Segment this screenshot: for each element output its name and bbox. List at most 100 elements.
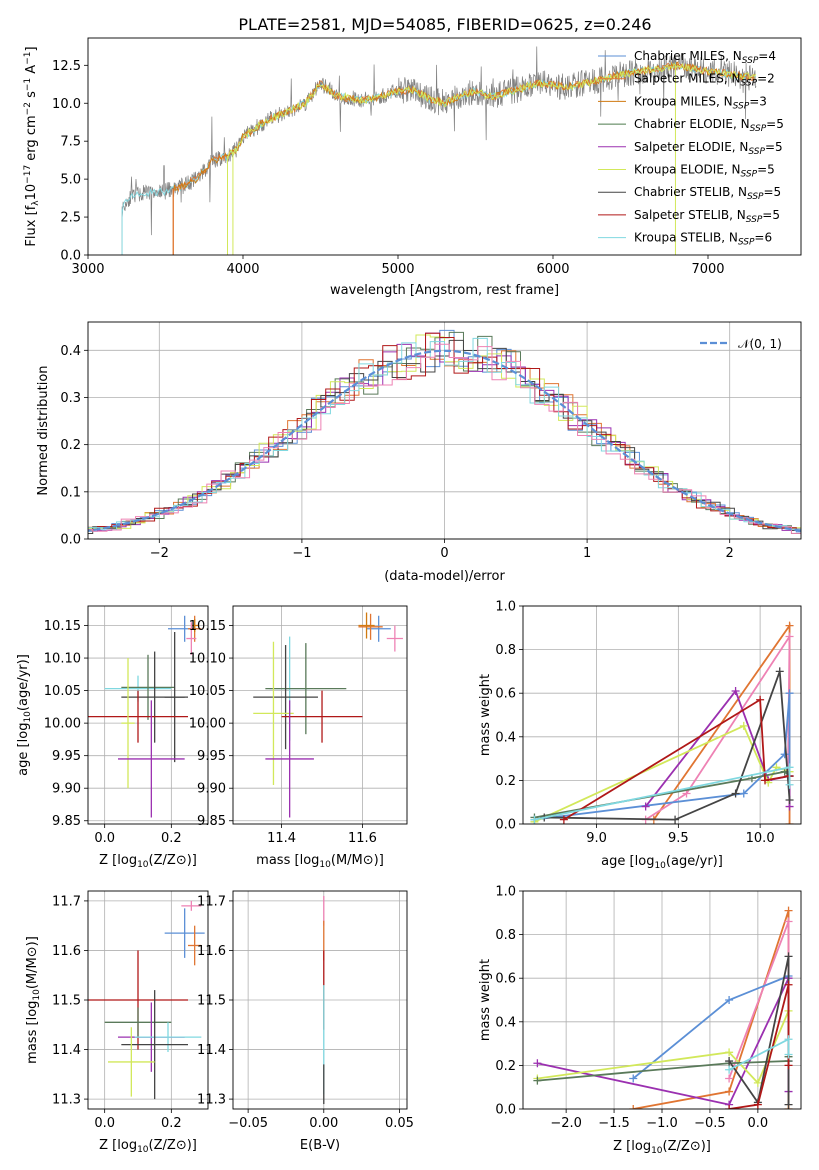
x-tick-label: 11.4 [267,831,296,846]
y-tick-label: 11.3 [197,1093,226,1108]
y-tick-label: 11.6 [197,944,226,959]
legend-label: Salpeter ELODIE, NSSP=5 [634,140,783,157]
y-tick-label: 11.5 [52,994,81,1009]
errorbar-point [181,900,202,911]
mass-vs-Z-xlabel: Z [log10(Z/Z⊙)] [99,1138,197,1155]
x-tick-label: −2.0 [550,1116,582,1131]
plus-marker [739,721,748,730]
y-tick-label: 0.0 [495,1103,516,1118]
x-tick-label: 9.5 [668,831,689,846]
plus-marker [641,802,650,811]
plus-marker [725,1048,734,1057]
plus-marker [533,1059,542,1068]
plus-marker [533,1076,542,1085]
errorbar-point [88,690,188,743]
y-tick-label: 11.6 [52,944,81,959]
age-vs-mass-frame [232,605,408,825]
errorbar-point [134,1022,202,1053]
y-tick-label: 2.5 [60,211,81,226]
legend-label: Chabrier STELIB, NSSP=5 [634,185,781,202]
weight-line [563,698,790,821]
weight-vs-age-axes: 9.0 9.5 10.0 0.0 0.2 0.4 0.6 0.8 1.0 [495,600,801,846]
errorbar-point [118,700,185,818]
age-vs-Z-points [88,615,202,818]
y-tick-label: 11.7 [197,894,226,909]
residual-xlabel: (data-model)/error [384,569,505,584]
y-tick-label: 0.2 [495,774,516,789]
y-tick-label: 0.0 [60,249,81,264]
residual-legend: 𝒩(0, 1) [700,337,782,351]
plus-marker [530,815,539,824]
errorbar-point [253,645,318,750]
age-vs-mass-xlabel: mass [log10(M/M⊙)] [256,853,384,870]
y-tick-label: 0.0 [495,818,516,833]
age-vs-Z-axes: 0.0 0.2 9.85 9.90 9.95 10.00 10.05 10.10 10.15 [44,606,208,846]
plus-marker [780,750,789,759]
y-tick-label: 0.2 [60,438,81,453]
plus-marker [725,1057,734,1066]
x-tick-label: 10.0 [746,831,775,846]
y-tick-label: 12.5 [52,59,81,74]
y-tick-label: 10.15 [189,619,226,634]
x-tick-label: 4000 [226,262,259,277]
mass-vs-EBV-grid [233,891,407,1109]
y-tick-label: 1.0 [495,885,516,900]
weight-vs-age-series [530,621,794,824]
y-tick-label: 0.1 [60,485,81,500]
errorbar-point [186,622,197,655]
plus-marker [784,1061,793,1070]
plus-marker [559,815,568,824]
x-tick-label: −0.5 [694,1116,726,1131]
x-tick-label: 5000 [381,262,414,277]
weight-vs-Z-xlabel: Z [log10(Z/Z⊙)] [613,1139,711,1156]
age-vs-mass-axes: 11.4 11.6 9.85 9.90 9.95 10.00 10.05 10.10 10.15 [189,606,407,846]
errorbar-point [358,613,383,640]
x-tick-label: 0.00 [309,1116,338,1131]
weight-vs-age-xlabel: age [log10(age/yr)] [601,854,723,871]
y-tick-label: 10.10 [44,652,81,667]
plus-marker [785,689,794,698]
x-tick-label: 3000 [71,262,104,277]
plus-marker [629,1105,638,1109]
plus-marker [753,1078,762,1087]
errorbar-point [164,908,205,958]
errorbar-point [281,690,363,743]
weight-vs-age-grid [523,605,801,825]
errorbar-point [386,625,403,652]
x-tick-label: 1 [583,546,591,561]
plus-marker [725,996,734,1004]
weight-line [534,766,791,821]
model-spectrum [227,62,757,255]
legend-label: Chabrier ELODIE, NSSP=5 [634,117,784,134]
legend-label: Chabrier MILES, NSSP=4 [634,49,776,66]
age-vs-Z-frame [87,605,209,825]
errorbar-point [108,1027,155,1097]
plus-marker [785,632,794,641]
y-tick-label: 0.4 [495,1015,516,1030]
mass-vs-Z-points [88,900,205,1100]
y-tick-label: 9.85 [197,814,226,829]
x-tick-label: 7000 [691,262,724,277]
residual-histogram [88,337,801,534]
plus-marker [785,780,794,789]
weight-line [534,693,791,821]
spectrum-frame [87,37,802,256]
plus-marker [725,1074,734,1083]
y-tick-label: 9.95 [197,749,226,764]
weight-vs-Z-ylabel: mass weight [478,959,493,1041]
errorbar-point [188,925,202,966]
y-tick-label: 0.4 [495,730,516,745]
errorbar-point [121,990,188,1100]
residual-ylabel: Normed distribution [36,365,51,495]
x-tick-label: 0.0 [94,831,115,846]
errorbar-point [164,632,185,763]
mass-vs-Z-frame [87,890,209,1110]
plus-marker [785,621,794,630]
y-tick-label: 10.10 [189,652,226,667]
y-tick-label: 9.85 [52,814,81,829]
spectrum-ylabel: Flux [fλ10−17 erg cm−2 s−1 A−1] [23,46,41,246]
mass-vs-Z-axes: 0.0 0.2 11.3 11.4 11.5 11.6 11.7 [52,891,208,1131]
x-tick-label: −1.5 [598,1116,630,1131]
y-tick-label: 10.00 [189,717,226,732]
